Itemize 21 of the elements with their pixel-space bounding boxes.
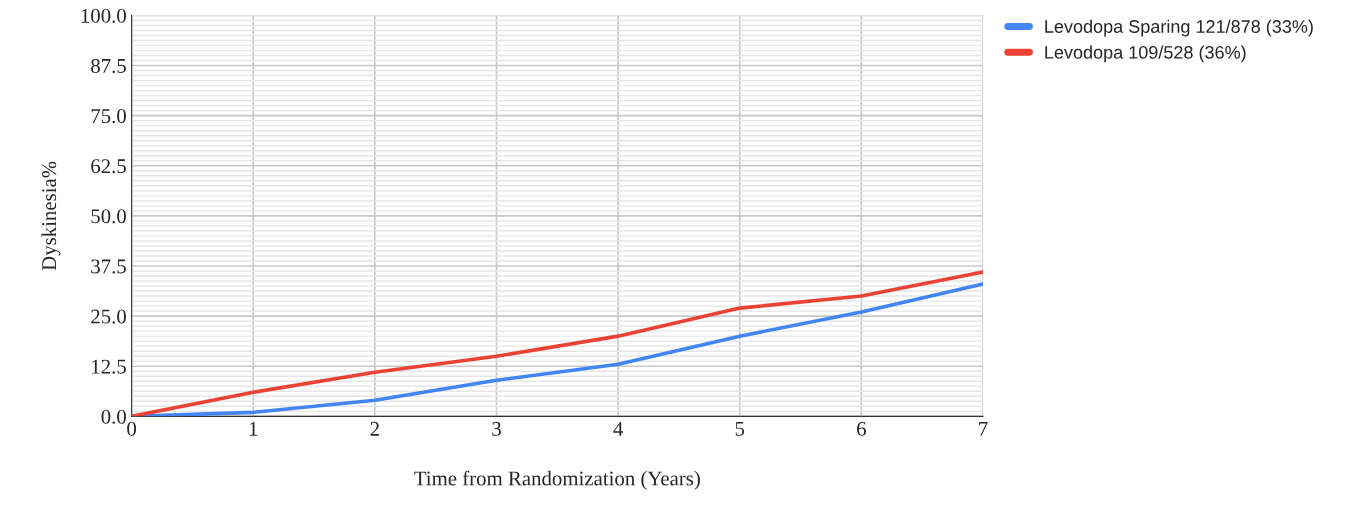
y-tick-label: 12.5	[92, 359, 126, 374]
y-tick-label: 62.5	[91, 159, 126, 174]
x-tick-label: 1	[249, 421, 258, 436]
y-tick-label: 100.0	[81, 8, 126, 23]
y-axis-title: Dyskinesia%	[41, 161, 61, 271]
y-tick-label: 37.5	[91, 259, 126, 274]
x-tick-label: 0	[127, 421, 137, 436]
x-tick-label: 2	[370, 421, 379, 436]
y-tick-label: 25.0	[91, 309, 126, 324]
x-tick-label: 4	[613, 421, 624, 436]
legend-label: Levodopa 109/528 (36%)	[1045, 45, 1246, 63]
legend-label: Levodopa Sparing 121/878 (33%)	[1045, 19, 1313, 37]
x-tick-label: 6	[857, 421, 866, 436]
x-tick-label: 5	[735, 422, 745, 436]
y-tick-label: 75.0	[91, 109, 126, 124]
y-tick-label: 0.0	[101, 409, 126, 424]
x-axis-title: Time from Randomization (Years)	[414, 470, 700, 490]
x-tick-label: 7	[979, 422, 988, 436]
y-tick-label: 50.0	[91, 209, 126, 224]
x-tick-label: 3	[492, 421, 501, 436]
y-tick-label: 87.5	[91, 58, 126, 74]
